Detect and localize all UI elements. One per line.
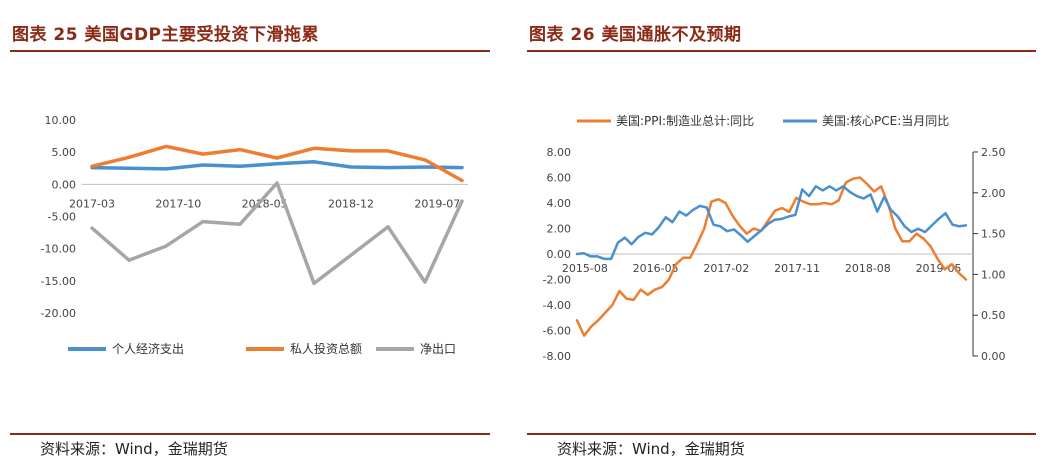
y-tick-label: 10.00 (45, 114, 77, 127)
y-right-tick-label: 2.50 (981, 146, 1006, 159)
inflation-chart: 8.00 6.00 4.00 2.00 0.00 -2.00 -4.00 -6.00 -8.00… (543, 114, 1006, 363)
x-tick-label: 2017-10 (155, 197, 201, 210)
figure-25-source: 资料来源：Wind，金瑞期货 (40, 440, 228, 458)
series-line-2 (90, 144, 464, 183)
series-line-1 (575, 176, 968, 337)
series-line-1 (90, 160, 464, 171)
y-right-tick-label: 0.50 (981, 309, 1006, 322)
figure-25-panel: 图表 25 美国GDP主要受投资下滑拖累 10.00 5.00 0.00 -5.00 -… (0, 0, 500, 467)
x-tick-label: 2018-08 (845, 262, 891, 275)
legend-label-2: 私人投资总额 (290, 341, 362, 356)
figure-25-bottom-rule (10, 433, 490, 435)
legend-label-2: 美国:核心PCE:当月同比 (822, 114, 949, 128)
y-left-tick-label: -2.00 (543, 274, 571, 287)
x-tick-label: 2017-03 (69, 197, 115, 210)
x-tick-label: 2015-08 (562, 262, 608, 275)
y-right-tick-label: 0.00 (981, 350, 1006, 363)
y-tick-label: 5.00 (52, 146, 77, 159)
series-line-2 (575, 185, 968, 261)
y-tick-label: -15.00 (41, 275, 76, 288)
y-tick-label: -20.00 (41, 307, 76, 320)
x-tick-label: 2019-07 (414, 197, 460, 210)
figure-26-top-rule (527, 50, 1036, 52)
y-tick-label: -5.00 (48, 211, 76, 224)
y-left-tick-label: 2.00 (547, 223, 572, 236)
y-left-tick-label: -8.00 (543, 350, 571, 363)
y-right-tick-label: 1.50 (981, 228, 1006, 241)
legend-label-3: 净出口 (420, 342, 456, 356)
figure-26-title: 图表 26 美国通胀不及预期 (529, 25, 742, 45)
x-tick-label: 2018-12 (328, 197, 374, 210)
x-tick-label: 2017-02 (703, 262, 749, 275)
x-tick-label: 2016-05 (633, 262, 679, 275)
y-tick-label: -10.00 (41, 243, 76, 256)
y-left-tick-label: -4.00 (543, 299, 571, 312)
x-tick-label: 2017-11 (774, 262, 820, 275)
y-tick-label: 0.00 (52, 178, 77, 191)
series-line-3 (90, 181, 464, 286)
gdp-contribution-chart: 10.00 5.00 0.00 -5.00 -10.00 -15.00 -20.00 2017… (41, 114, 468, 356)
y-left-tick-label: 8.00 (547, 146, 572, 159)
y-right-tick-label: 1.00 (981, 268, 1006, 281)
figure-26-bottom-rule (527, 433, 1036, 435)
y-left-tick-label: -6.00 (543, 325, 571, 338)
figure-26-source: 资料来源：Wind，金瑞期货 (557, 440, 745, 458)
y-left-tick-label: 6.00 (547, 172, 572, 185)
legend-label-1: 美国:PPI:制造业总计:同比 (616, 114, 754, 128)
y-left-tick-label: 0.00 (547, 248, 572, 261)
figure-25-top-rule (10, 50, 490, 52)
y-left-tick-label: 4.00 (547, 197, 572, 210)
figure-26-panel: 图表 26 美国通胀不及预期 8.00 6.00 4.00 2.00 0.00 -2.00… (517, 0, 1046, 467)
y-right-tick-label: 2.00 (981, 187, 1006, 200)
legend-label-1: 个人经济支出 (112, 341, 184, 356)
figure-25-title: 图表 25 美国GDP主要受投资下滑拖累 (12, 25, 320, 45)
